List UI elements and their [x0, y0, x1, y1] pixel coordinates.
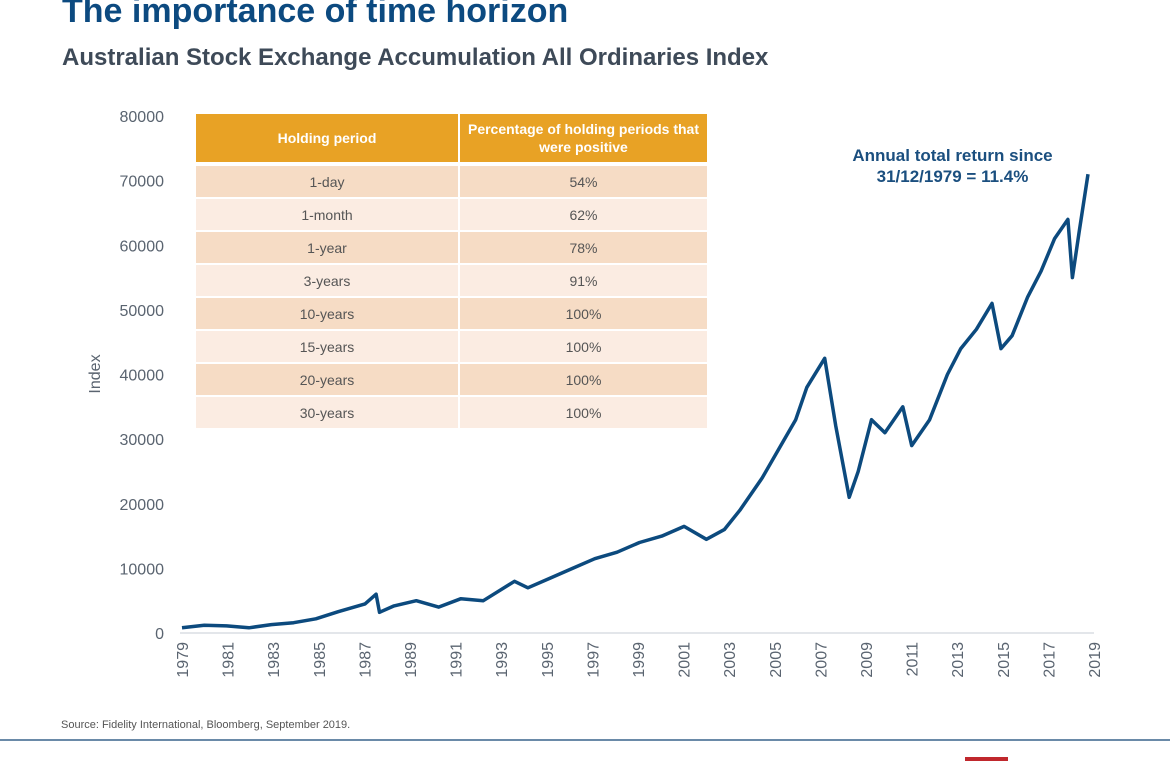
y-tick-label: 20000	[120, 497, 165, 514]
x-tick-label: 2019	[1087, 642, 1104, 678]
percentage-cell: 100%	[459, 396, 709, 430]
page-subtitle: Australian Stock Exchange Accumulation A…	[62, 44, 769, 71]
page-title: The importance of time horizon	[62, 0, 569, 30]
x-tick-label: 2009	[859, 642, 876, 678]
x-tick-label: 1979	[175, 642, 192, 678]
percentage-cell: 100%	[459, 330, 709, 364]
holding-period-cell: 30-years	[196, 396, 460, 430]
x-tick-label: 1999	[631, 642, 648, 678]
x-tick-label: 2015	[996, 642, 1013, 678]
source-note: Source: Fidelity International, Bloomber…	[61, 719, 351, 731]
x-tick-label: 2001	[677, 642, 694, 678]
table-row: 15-years 100%	[196, 330, 709, 364]
x-tick-label: 2011	[905, 642, 922, 677]
y-tick-label: 30000	[120, 432, 165, 449]
percentage-cell: 54%	[459, 164, 709, 199]
header-holding-period: Holding period	[196, 114, 460, 166]
annual-return-annotation: Annual total return since 31/12/1979 = 1…	[820, 145, 1085, 187]
x-tick-label: 1981	[221, 642, 238, 678]
holding-period-cell: 3-years	[196, 264, 460, 298]
y-tick-label: 60000	[120, 238, 165, 255]
x-tick-label: 2017	[1041, 642, 1058, 678]
x-tick-label: 1987	[357, 642, 374, 678]
x-tick-label: 1983	[266, 642, 283, 678]
table-header-row: Holding period Percentage of holding per…	[196, 114, 709, 166]
annotation-line-1: Annual total return since	[852, 146, 1053, 165]
brand-accent-bar	[965, 757, 1008, 761]
table-row: 1-month 62%	[196, 198, 709, 232]
percentage-cell: 78%	[459, 231, 709, 265]
y-tick-label: 70000	[120, 174, 165, 191]
table-row: 20-years 100%	[196, 363, 709, 397]
y-tick-label: 80000	[120, 109, 165, 126]
table-row: 1-year 78%	[196, 231, 709, 265]
x-tick-label: 1985	[312, 642, 329, 678]
x-tick-label: 2013	[950, 642, 967, 678]
index-series-line	[181, 173, 1090, 630]
x-tick-label: 1995	[540, 642, 557, 678]
footer-divider	[0, 739, 1170, 741]
percentage-cell: 91%	[459, 264, 709, 298]
y-tick-label: 0	[155, 626, 164, 643]
x-tick-label: 1993	[494, 642, 511, 678]
table-row: 1-day 54%	[196, 164, 709, 199]
table-row: 3-years 91%	[196, 264, 709, 298]
holding-period-cell: 1-year	[196, 231, 460, 265]
holding-period-cell: 20-years	[196, 363, 460, 397]
x-tick-label: 2003	[722, 642, 739, 678]
x-tick-label: 1989	[403, 642, 420, 678]
holding-period-cell: 10-years	[196, 297, 460, 331]
x-tick-label: 2007	[813, 642, 830, 678]
holding-period-cell: 1-month	[196, 198, 460, 232]
table-row: 10-years 100%	[196, 297, 709, 331]
header-percentage-positive: Percentage of holding periods that were …	[459, 114, 709, 166]
percentage-cell: 100%	[459, 363, 709, 397]
y-axis-label: Index	[87, 354, 104, 393]
x-tick-label: 1997	[585, 642, 602, 678]
table-row: 30-years 100%	[196, 396, 709, 430]
y-tick-label: 50000	[120, 303, 165, 320]
x-tick-label: 1991	[449, 642, 466, 678]
annotation-line-2: 31/12/1979 = 11.4%	[876, 167, 1029, 186]
holding-period-cell: 1-day	[196, 164, 460, 199]
holding-period-table: Holding period Percentage of holding per…	[196, 114, 709, 430]
holding-period-cell: 15-years	[196, 330, 460, 364]
y-tick-label: 40000	[120, 368, 165, 385]
percentage-cell: 100%	[459, 297, 709, 331]
y-tick-label: 10000	[120, 561, 165, 578]
x-tick-label: 2005	[768, 642, 785, 678]
percentage-cell: 62%	[459, 198, 709, 232]
